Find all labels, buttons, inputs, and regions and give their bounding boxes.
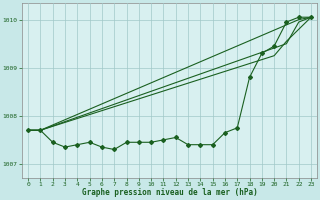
- X-axis label: Graphe pression niveau de la mer (hPa): Graphe pression niveau de la mer (hPa): [82, 188, 258, 197]
